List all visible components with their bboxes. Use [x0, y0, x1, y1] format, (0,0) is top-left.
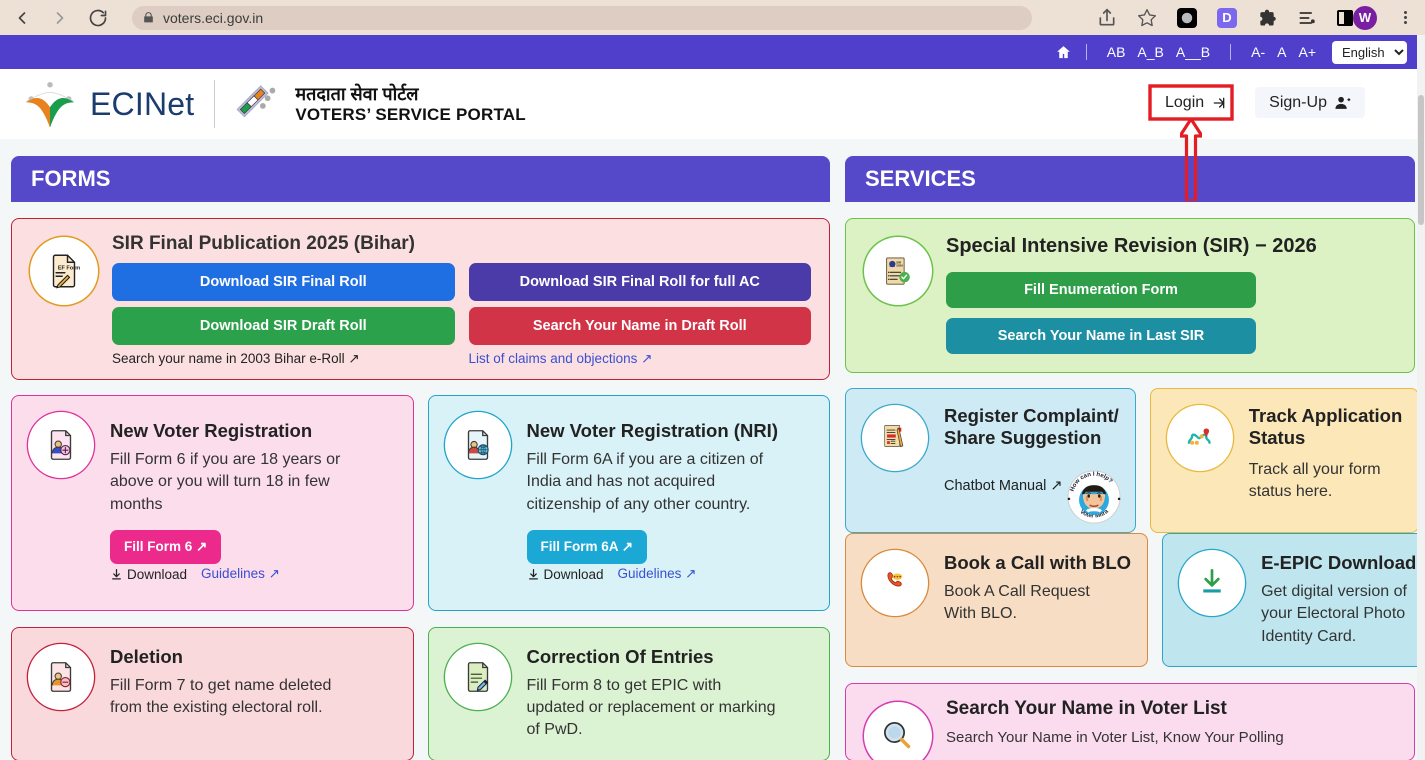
svg-text:2026: 2026 [896, 264, 903, 268]
svg-text:EF Form: EF Form [58, 265, 80, 271]
